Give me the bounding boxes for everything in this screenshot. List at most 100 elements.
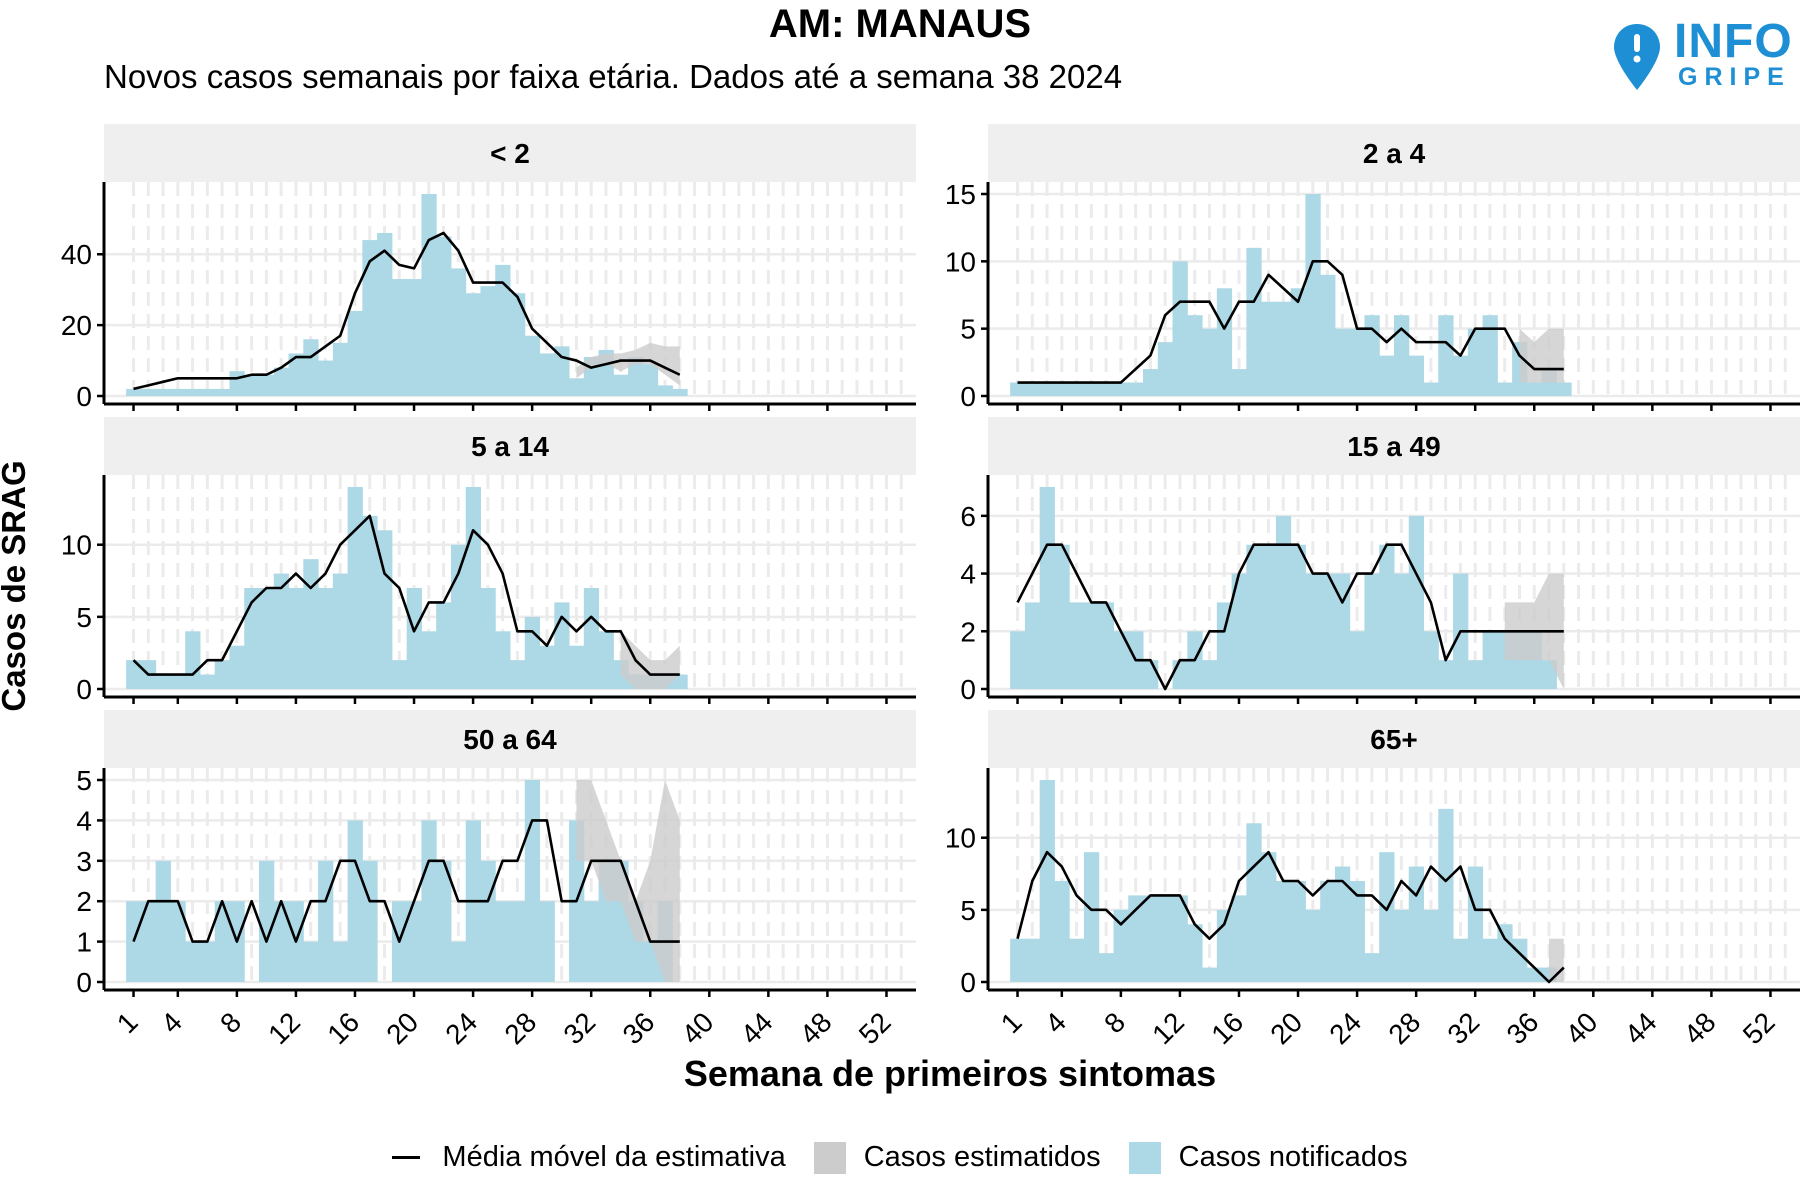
bar-notified	[1364, 315, 1380, 396]
bar-notified	[332, 941, 349, 982]
x-tick-label: 52	[1737, 1006, 1781, 1050]
bar-notified	[1113, 909, 1129, 982]
bar-notified	[1054, 881, 1070, 982]
x-tick-label: 48	[794, 1006, 838, 1050]
y-tick-label: 6	[960, 501, 976, 532]
bar-notified	[480, 588, 496, 689]
bar-notified	[1526, 382, 1543, 396]
bar-notified	[377, 530, 393, 689]
bar-notified	[214, 901, 230, 982]
bar-notified	[583, 901, 600, 982]
bar-notified	[539, 901, 555, 982]
x-tick-label: 4	[155, 1006, 188, 1039]
bar-notified	[1083, 602, 1100, 689]
bar-notified	[524, 616, 541, 689]
legend-key-notified	[1128, 1141, 1161, 1174]
bar-notified	[303, 559, 319, 689]
x-tick-label: 8	[1098, 1006, 1131, 1039]
bar-notified	[1467, 866, 1484, 982]
bar-notified	[1290, 288, 1306, 396]
bar-notified	[1246, 247, 1262, 396]
panel-strip	[104, 710, 916, 768]
bar-notified	[1024, 938, 1041, 982]
panel-title: 15 a 49	[1347, 431, 1440, 462]
x-tick-label: 36	[1501, 1006, 1545, 1050]
bar-notified	[347, 820, 363, 982]
bar-notified	[539, 353, 555, 396]
x-tick-label: 44	[1619, 1006, 1663, 1050]
bar-notified	[229, 371, 245, 396]
bar-notified	[1024, 382, 1041, 396]
bar-notified	[170, 388, 186, 396]
bar-notified	[1143, 660, 1159, 689]
bar-notified	[259, 374, 275, 396]
bar-notified	[1202, 328, 1218, 396]
bar-notified	[185, 941, 201, 982]
bar-notified	[1069, 602, 1085, 689]
bar-notified	[421, 631, 437, 689]
bar-notified	[628, 357, 644, 396]
bar-notified	[569, 378, 585, 396]
y-tick-label: 5	[960, 895, 976, 926]
bar-notified	[436, 860, 452, 982]
bar-notified	[1172, 895, 1188, 982]
bar-notified	[1349, 328, 1365, 396]
moving-average-line	[1017, 260, 1564, 384]
bar-notified	[199, 388, 216, 396]
bar-notified	[480, 286, 496, 396]
x-tick-label: 20	[380, 1006, 424, 1050]
bar-notified	[1334, 328, 1351, 396]
bar-notified	[288, 353, 304, 396]
bar-notified	[391, 660, 408, 689]
panel-title: 65+	[1370, 724, 1418, 755]
bar-notified	[510, 901, 526, 982]
bar-notified	[1202, 660, 1218, 689]
bar-notified	[510, 293, 526, 396]
y-tick-label: 5	[960, 314, 976, 345]
bar-notified	[185, 388, 201, 396]
bar-notified	[140, 388, 157, 396]
bar-notified	[672, 674, 688, 689]
bar-notified	[1216, 288, 1233, 396]
y-tick-label: 0	[76, 967, 92, 998]
bar-notified	[569, 645, 585, 689]
bar-notified	[199, 941, 216, 982]
x-tick-label: 32	[1441, 1006, 1485, 1050]
bar-notified	[259, 860, 275, 982]
bar-notified	[1010, 382, 1026, 396]
bar-notified	[273, 367, 290, 396]
bar-notified	[510, 660, 526, 689]
bar-notified	[613, 374, 629, 396]
bar-notified	[1305, 909, 1321, 982]
x-tick-label: 36	[617, 1006, 661, 1050]
bar-notified	[450, 268, 467, 396]
bar-notified	[1157, 895, 1174, 982]
legend-label-moving-average: Média móvel da estimativa	[442, 1141, 786, 1173]
bar-notified	[1187, 315, 1203, 396]
estimate-band	[1519, 328, 1564, 383]
bar-notified	[1379, 852, 1395, 982]
x-tick-label: 12	[262, 1006, 306, 1050]
bar-notified	[303, 941, 319, 982]
bar-notified	[229, 645, 245, 689]
bar-notified	[126, 660, 142, 689]
map-pin-icon	[1614, 24, 1660, 90]
bar-notified	[288, 588, 304, 689]
legend-label-notified: Casos notificados	[1178, 1141, 1408, 1173]
bar-notified	[273, 573, 290, 689]
bar-notified	[318, 360, 334, 396]
bar-notified	[1482, 631, 1498, 689]
bar-notified	[421, 194, 437, 396]
bar-notified	[1275, 881, 1292, 982]
bar-notified	[1202, 967, 1218, 982]
logo-word: INFO	[1674, 15, 1793, 68]
panel-title: 5 a 14	[471, 431, 549, 462]
bar-notified	[554, 602, 570, 689]
bar-notified	[170, 901, 186, 982]
bar-notified	[140, 901, 157, 982]
y-tick-label: 4	[960, 559, 976, 590]
bar-notified	[672, 388, 688, 396]
y-tick-label: 5	[76, 602, 92, 633]
bar-notified	[362, 860, 378, 982]
